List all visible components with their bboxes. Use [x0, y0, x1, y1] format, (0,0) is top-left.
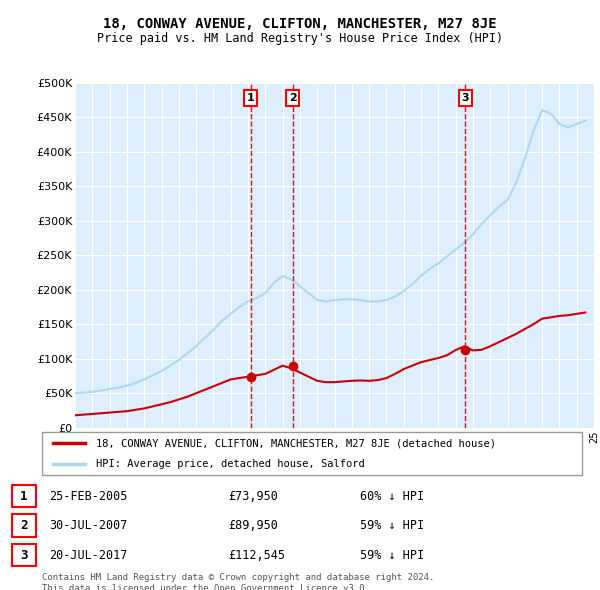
Text: 18, CONWAY AVENUE, CLIFTON, MANCHESTER, M27 8JE (detached house): 18, CONWAY AVENUE, CLIFTON, MANCHESTER, … — [96, 438, 496, 448]
Text: 3: 3 — [461, 93, 469, 103]
Text: Contains HM Land Registry data © Crown copyright and database right 2024.
This d: Contains HM Land Registry data © Crown c… — [42, 573, 434, 590]
Text: 2: 2 — [20, 519, 28, 532]
Text: 30-JUL-2007: 30-JUL-2007 — [49, 519, 128, 532]
Text: 60% ↓ HPI: 60% ↓ HPI — [360, 490, 424, 503]
Text: 59% ↓ HPI: 59% ↓ HPI — [360, 519, 424, 532]
Text: 2: 2 — [289, 93, 296, 103]
Text: 20-JUL-2017: 20-JUL-2017 — [49, 549, 128, 562]
Text: £73,950: £73,950 — [228, 490, 278, 503]
Text: 1: 1 — [20, 490, 28, 503]
FancyBboxPatch shape — [42, 432, 582, 475]
Text: 25-FEB-2005: 25-FEB-2005 — [49, 490, 128, 503]
Text: £89,950: £89,950 — [228, 519, 278, 532]
Text: Price paid vs. HM Land Registry's House Price Index (HPI): Price paid vs. HM Land Registry's House … — [97, 32, 503, 45]
Text: £112,545: £112,545 — [228, 549, 285, 562]
Text: 59% ↓ HPI: 59% ↓ HPI — [360, 549, 424, 562]
Text: HPI: Average price, detached house, Salford: HPI: Average price, detached house, Salf… — [96, 460, 365, 469]
Text: 18, CONWAY AVENUE, CLIFTON, MANCHESTER, M27 8JE: 18, CONWAY AVENUE, CLIFTON, MANCHESTER, … — [103, 17, 497, 31]
Text: 3: 3 — [20, 549, 28, 562]
Text: 1: 1 — [247, 93, 254, 103]
